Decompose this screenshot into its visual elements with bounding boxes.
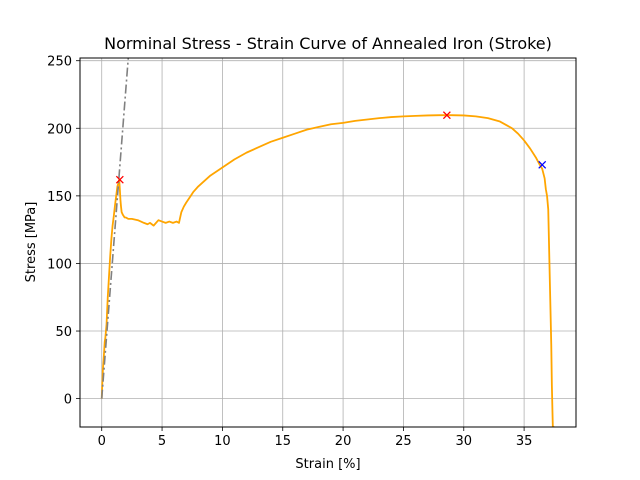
x-marker-red xyxy=(442,111,451,120)
plot-markers xyxy=(115,111,547,184)
chart-title: Norminal Stress - Strain Curve of Anneal… xyxy=(104,34,552,53)
grid-lines xyxy=(80,58,576,427)
stress-strain-curve xyxy=(100,114,555,427)
plot-frame xyxy=(79,57,577,428)
y-tick-label: 150 xyxy=(47,190,72,205)
x-tick-label: 35 xyxy=(516,434,533,449)
x-tick-label: 10 xyxy=(214,434,231,449)
x-axis-label: Strain [%] xyxy=(295,457,360,472)
y-tick-label: 100 xyxy=(47,257,72,272)
y-axis-ticks: 0 50 100 150 200 250 xyxy=(47,55,80,408)
y-tick-label: 250 xyxy=(47,55,72,70)
y-axis-label: Stress [MPa] xyxy=(24,202,39,283)
x-tick-label: 0 xyxy=(98,434,106,449)
x-tick-label: 20 xyxy=(335,434,352,449)
x-tick-label: 30 xyxy=(455,434,472,449)
y-tick-label: 200 xyxy=(47,122,72,137)
x-marker-blue xyxy=(538,160,547,169)
x-marker-red xyxy=(115,175,124,184)
elastic-offset-line xyxy=(100,58,130,399)
x-axis-ticks: 0 5 10 15 20 25 30 35 xyxy=(98,427,533,449)
y-tick-label: 0 xyxy=(64,393,72,408)
y-tick-label: 50 xyxy=(55,325,72,340)
x-tick-label: 25 xyxy=(395,434,412,449)
plot-lines xyxy=(100,58,555,427)
x-tick-label: 5 xyxy=(158,434,166,449)
plot-area xyxy=(80,58,576,427)
x-tick-label: 15 xyxy=(274,434,291,449)
